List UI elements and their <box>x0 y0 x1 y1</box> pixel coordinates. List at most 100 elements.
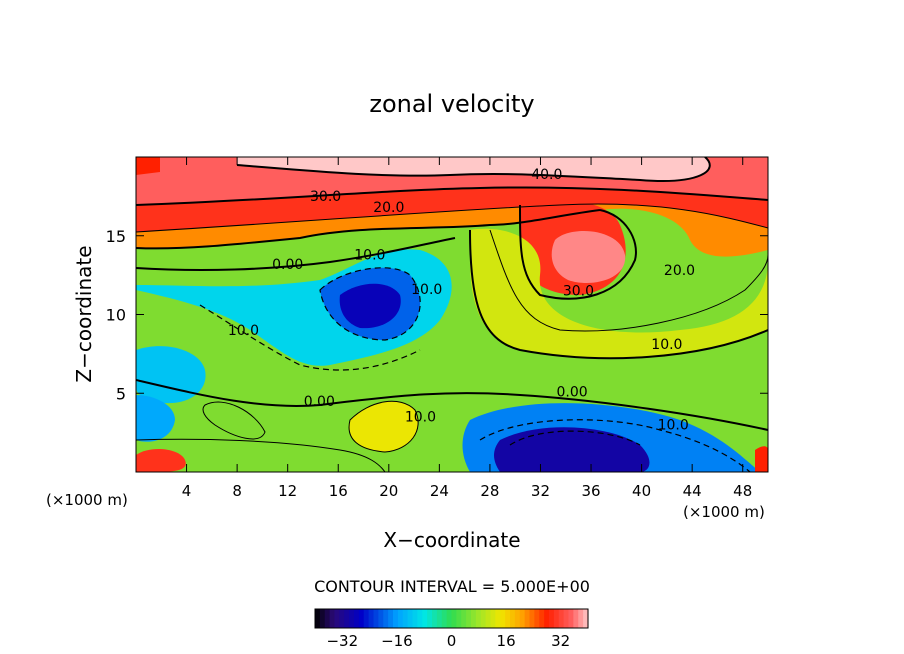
colorbar-cell <box>397 609 404 628</box>
contour-label: 0.00 <box>304 394 335 410</box>
colorbar-cell <box>475 609 482 628</box>
x-axis: 4 8 12 16 20 24 28 32 36 40 44 48 <box>182 157 752 500</box>
colorbar: −32 −16 0 16 32 <box>314 608 589 650</box>
colorbar-tick-label: −16 <box>381 632 413 650</box>
colorbar-cell <box>505 609 511 628</box>
field-south-core <box>494 427 650 472</box>
colorbar-cell <box>553 609 560 628</box>
y-tick-label: 5 <box>116 384 126 403</box>
colorbar-cell <box>446 609 453 628</box>
contour-10-south <box>348 400 419 453</box>
chart-title: zonal velocity <box>369 90 534 118</box>
colorbar-cell <box>539 609 545 628</box>
colorbar-cell <box>329 609 336 628</box>
colorbar-ticks: −32 −16 0 16 32 <box>326 632 570 650</box>
contour-20-east <box>489 229 768 332</box>
x-axis-label: X−coordinate <box>383 528 520 552</box>
contour-closed-west <box>202 401 266 440</box>
field-topleft <box>136 157 160 175</box>
contour-neg10 <box>199 304 421 371</box>
contour-neg20 <box>319 267 421 341</box>
colorbar-tick-label: 16 <box>497 632 516 650</box>
colorbar-cell <box>402 609 409 628</box>
contour-label: 10.0 <box>411 282 442 298</box>
colorbar-cell <box>558 609 565 628</box>
field-corner-red <box>136 448 186 472</box>
y-axis-label: Z−coordinate <box>72 245 96 382</box>
y-tick-label: 10 <box>106 306 126 325</box>
colorbar-cell <box>315 609 321 628</box>
colorbar-cell <box>436 609 443 628</box>
contour-label: 20.0 <box>664 263 695 279</box>
contour-20 <box>136 203 768 233</box>
field-corner-east <box>755 446 768 472</box>
x-tick-label: 44 <box>683 482 702 500</box>
field-east-limb <box>470 228 768 359</box>
colorbar-cell <box>368 609 375 628</box>
colorbar-gradient <box>315 609 589 628</box>
contour-zero-north <box>136 237 456 271</box>
colorbar-tick-label: 0 <box>447 632 457 650</box>
contour-interval: CONTOUR INTERVAL = 5.000E+00 <box>314 577 590 596</box>
colorbar-cell <box>510 609 516 628</box>
x-tick-label: 24 <box>430 482 449 500</box>
colorbar-cell <box>466 609 472 628</box>
colorbar-tick-label: 32 <box>551 632 570 650</box>
colorbar-cell <box>422 609 428 628</box>
colorbar-cell <box>490 609 496 628</box>
colorbar-cell <box>407 609 414 628</box>
colorbar-cell <box>417 609 423 628</box>
field-jet-max <box>551 231 626 283</box>
contour-10-south-west <box>136 438 386 472</box>
field-south-yellow <box>349 401 419 452</box>
colorbar-cell <box>471 609 477 628</box>
x-tick-label: 48 <box>733 482 752 500</box>
field-deep-core <box>339 283 401 329</box>
contour-label: 10.0 <box>651 337 682 353</box>
colorbar-cell <box>573 609 579 628</box>
colorbar-cell <box>480 609 487 628</box>
colorbar-cell <box>441 609 448 628</box>
contour-label: 0.00 <box>272 257 303 273</box>
x-tick-label: 40 <box>632 482 651 500</box>
colorbar-tick-label: −32 <box>326 632 358 650</box>
contour-label: 10.0 <box>228 323 259 339</box>
contour-labels: 40.0 30.0 20.0 10.0 0.00 10.0 10.0 30.0 20.0 10.0… <box>228 167 695 433</box>
contour-label: 20.0 <box>373 200 404 216</box>
x-tick-label: 32 <box>531 482 550 500</box>
colorbar-cell <box>344 609 350 628</box>
colorbar-cell <box>461 609 467 628</box>
y-tick-label: 15 <box>106 227 126 246</box>
x-tick-label: 16 <box>329 482 348 500</box>
contour-zero-south <box>136 379 768 431</box>
colorbar-cell <box>519 609 526 628</box>
x-unit-right: (×1000 m) <box>683 503 765 521</box>
colorbar-frame <box>314 608 589 629</box>
colorbar-cell <box>373 609 379 628</box>
contour-label: 30.0 <box>310 189 341 205</box>
contour-label: 10.0 <box>658 417 689 433</box>
colorbar-cell <box>388 609 394 628</box>
colorbar-cell <box>393 609 399 628</box>
colorbar-cell <box>363 609 370 628</box>
colorbar-cell <box>583 609 589 628</box>
colorbar-cell <box>412 609 418 628</box>
colorbar-cell <box>495 609 501 628</box>
contour-40 <box>236 157 711 182</box>
colorbar-cell <box>514 609 521 628</box>
colorbar-cell <box>549 609 555 628</box>
contour-label: 30.0 <box>563 284 594 300</box>
contour-10a <box>136 209 601 250</box>
contour-neg10-south <box>479 419 751 472</box>
field-west-cyan <box>136 346 206 404</box>
plot-area <box>136 157 768 472</box>
x-tick-label: 36 <box>581 482 600 500</box>
contour-neg20-south <box>509 430 641 446</box>
x-unit-left: (×1000 m) <box>46 491 128 509</box>
colorbar-cell <box>456 609 462 628</box>
contour-30-north <box>136 186 768 206</box>
colorbar-cell <box>427 609 433 628</box>
colorbar-cell <box>578 609 584 628</box>
colorbar-cell <box>349 609 355 628</box>
